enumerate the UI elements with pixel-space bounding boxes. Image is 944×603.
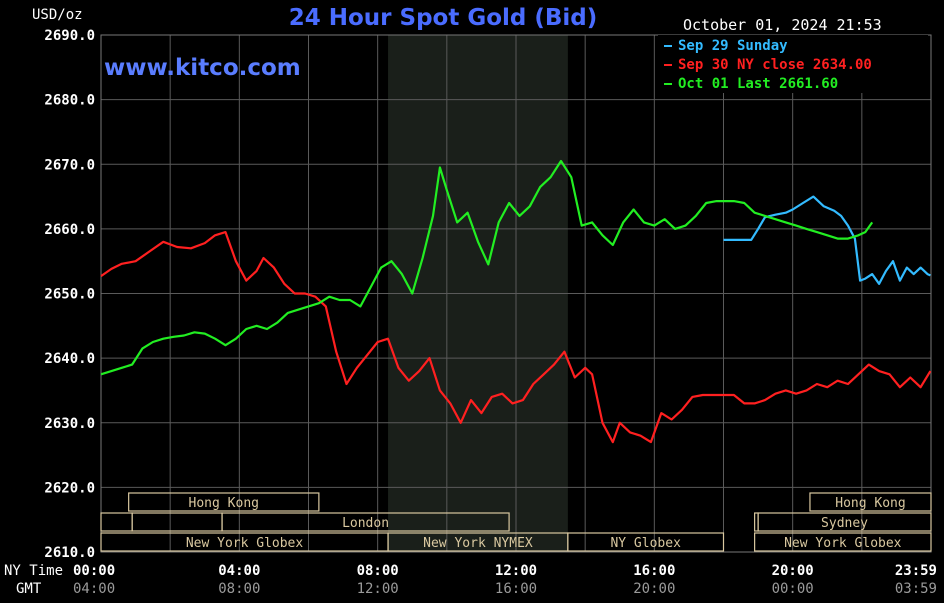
session-label: Hong Kong — [189, 496, 259, 511]
session-box — [221, 512, 510, 532]
session-bar-6: NY Globex — [567, 532, 725, 552]
session-bar-7: Hong Kong — [809, 492, 932, 512]
legend-label-2: Oct 01 Last 2661.60 — [678, 76, 838, 92]
session-box — [754, 512, 759, 532]
session-label: New York NYMEX — [423, 536, 533, 551]
session-label: London — [342, 516, 389, 531]
x-tick-ny-4: 16:00 — [633, 563, 675, 579]
y-tick-label-4: 2650.0 — [44, 287, 95, 303]
series-line-2 — [100, 159, 874, 376]
legend-label-1: Sep 30 NY close 2634.00 — [678, 57, 872, 73]
x-tick-ny-3: 12:00 — [495, 563, 537, 579]
x-tick-gmt-6: 03:59 — [895, 581, 937, 597]
x-tick-labels: 00:00 04:00 04:00 08:00 08:00 12:00 12:00 16:00… — [73, 563, 937, 597]
session-label: Sydney — [821, 516, 868, 531]
session-label: New York Globex — [784, 536, 902, 551]
x-tick-ny-6: 23:59 — [895, 563, 937, 579]
y-tick-labels: 2690.0 2680.0 2670.0 2660.0 2650.0 2640.0 2630… — [44, 28, 95, 561]
session-bar-9 — [754, 512, 759, 532]
x-tick-gmt-5: 00:00 — [772, 581, 814, 597]
legend: Sep 29 Sunday Sep 30 NY close 2634.00 Oct … — [658, 35, 928, 93]
session-box — [809, 492, 932, 512]
timestamp: October 01, 2024 21:53 — [683, 16, 882, 34]
series-layer — [100, 159, 932, 444]
session-label: NY Globex — [610, 536, 681, 551]
x-tick-ny-5: 20:00 — [772, 563, 814, 579]
x-tick-gmt-2: 12:00 — [357, 581, 399, 597]
y-tick-label-3: 2660.0 — [44, 222, 95, 238]
y-tick-label-6: 2630.0 — [44, 416, 95, 432]
y-tick-label-8: 2610.0 — [44, 545, 95, 561]
session-bar-0: Hong Kong — [128, 492, 320, 512]
session-label: New York Globex — [186, 536, 304, 551]
session-box — [754, 532, 932, 552]
watermark: www.kitco.com — [104, 55, 301, 81]
grid-layer — [100, 34, 932, 553]
session-box — [128, 492, 320, 512]
y-tick-label-2: 2670.0 — [44, 157, 95, 173]
x-tick-gmt-1: 08:00 — [218, 581, 260, 597]
x-tick-ny-1: 04:00 — [218, 563, 260, 579]
gmt-label: GMT — [16, 581, 42, 597]
legend-box — [658, 35, 928, 93]
x-tick-gmt-4: 20:00 — [633, 581, 675, 597]
session-bar-3: London — [221, 512, 510, 532]
ny-time-label: NY Time — [4, 563, 63, 579]
session-bar-10: New York Globex — [754, 532, 932, 552]
y-tick-label-5: 2640.0 — [44, 351, 95, 367]
x-tick-ny-0: 00:00 — [73, 563, 115, 579]
session-label: Hong Kong — [835, 496, 905, 511]
series-line-1 — [100, 231, 932, 444]
x-tick-gmt-3: 16:00 — [495, 581, 537, 597]
legend-label-0: Sep 29 Sunday — [678, 38, 788, 54]
chart-title: 24 Hour Spot Gold (Bid) — [289, 5, 598, 31]
session-bars: Hong Kong London New York Globex New York N… — [100, 492, 932, 552]
y-tick-label-1: 2680.0 — [44, 93, 95, 109]
x-tick-ny-2: 08:00 — [357, 563, 399, 579]
y-tick-label-7: 2620.0 — [44, 480, 95, 496]
y-tick-label-0: 2690.0 — [44, 28, 95, 44]
plot-border — [100, 34, 932, 553]
unit-label: USD/oz — [32, 7, 83, 23]
x-tick-gmt-0: 04:00 — [73, 581, 115, 597]
session-box — [567, 532, 725, 552]
